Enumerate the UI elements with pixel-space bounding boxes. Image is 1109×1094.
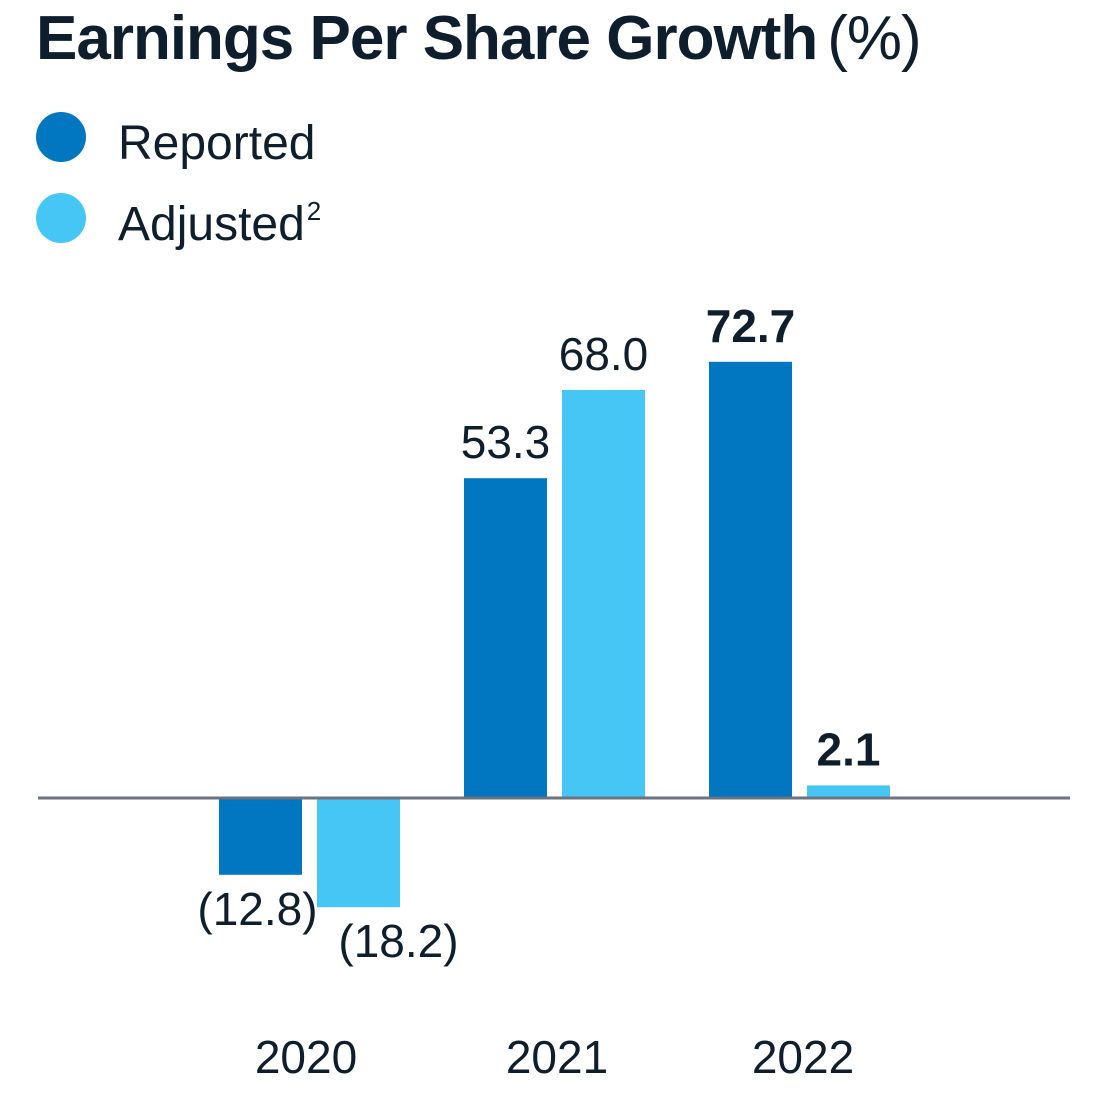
legend-label-reported: Reported [118, 117, 316, 170]
bar-reported-2022 [709, 361, 792, 798]
legend-swatch-adjusted [36, 193, 86, 243]
data-label-adjusted-2020: (18.2) [338, 915, 458, 967]
data-label-reported-2022: 72.7 [706, 300, 796, 352]
x-tick-label-2022: 2022 [752, 1031, 854, 1083]
chart-title: Earnings Per Share Growth (%) [36, 0, 922, 78]
chart-title-text: Earnings Per Share Growth [36, 4, 818, 73]
bar-reported-2020 [219, 798, 302, 875]
bar-reported-2021 [464, 478, 547, 798]
bar-adjusted-2022 [807, 785, 890, 798]
data-label-adjusted-2022: 2.1 [817, 723, 881, 775]
bar-adjusted-2020 [317, 798, 400, 908]
legend-swatch-reported [36, 112, 86, 162]
legend-label-adjusted: Adjusted2 [118, 196, 322, 251]
x-tick-label-2021: 2021 [506, 1031, 608, 1083]
chart-title-unit: (%) [827, 4, 921, 73]
data-label-adjusted-2021: 68.0 [559, 328, 649, 380]
bar-adjusted-2021 [562, 390, 645, 798]
x-tick-label-2020: 2020 [255, 1031, 357, 1083]
data-label-reported-2021: 53.3 [461, 416, 551, 468]
legend-item-adjusted: Adjusted2 [36, 190, 321, 251]
data-label-reported-2020: (12.8) [197, 883, 317, 935]
legend-item-reported: Reported [36, 109, 317, 170]
